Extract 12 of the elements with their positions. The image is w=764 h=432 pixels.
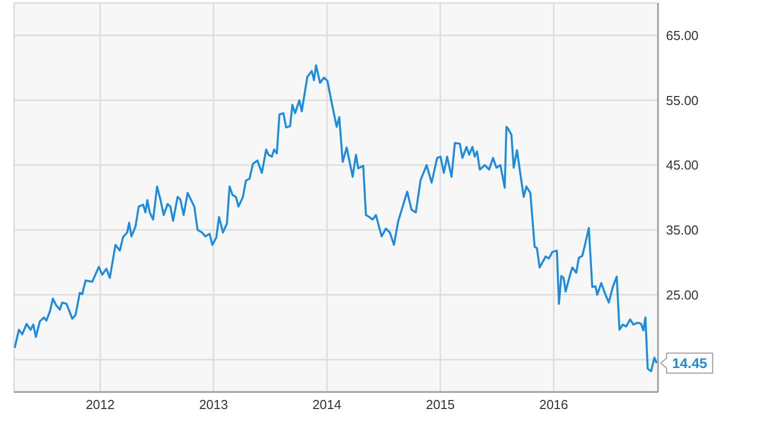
y-tick-label: 45.00 [666, 158, 699, 173]
y-tick-label: 25.00 [666, 287, 699, 302]
x-tick-label: 2013 [199, 397, 228, 412]
line-series [14, 64, 658, 372]
x-tick-label: 2012 [86, 397, 115, 412]
x-tick-label: 2014 [312, 397, 342, 412]
y-tick-label: 55.00 [666, 92, 699, 108]
annotation: 14.45 [672, 355, 708, 372]
y-tick-label: 35.00 [666, 222, 699, 238]
y-tick-label: 65.00 [666, 28, 699, 44]
x-tick-label: 2016 [539, 397, 568, 412]
x-tick-label: 2015 [426, 397, 455, 412]
